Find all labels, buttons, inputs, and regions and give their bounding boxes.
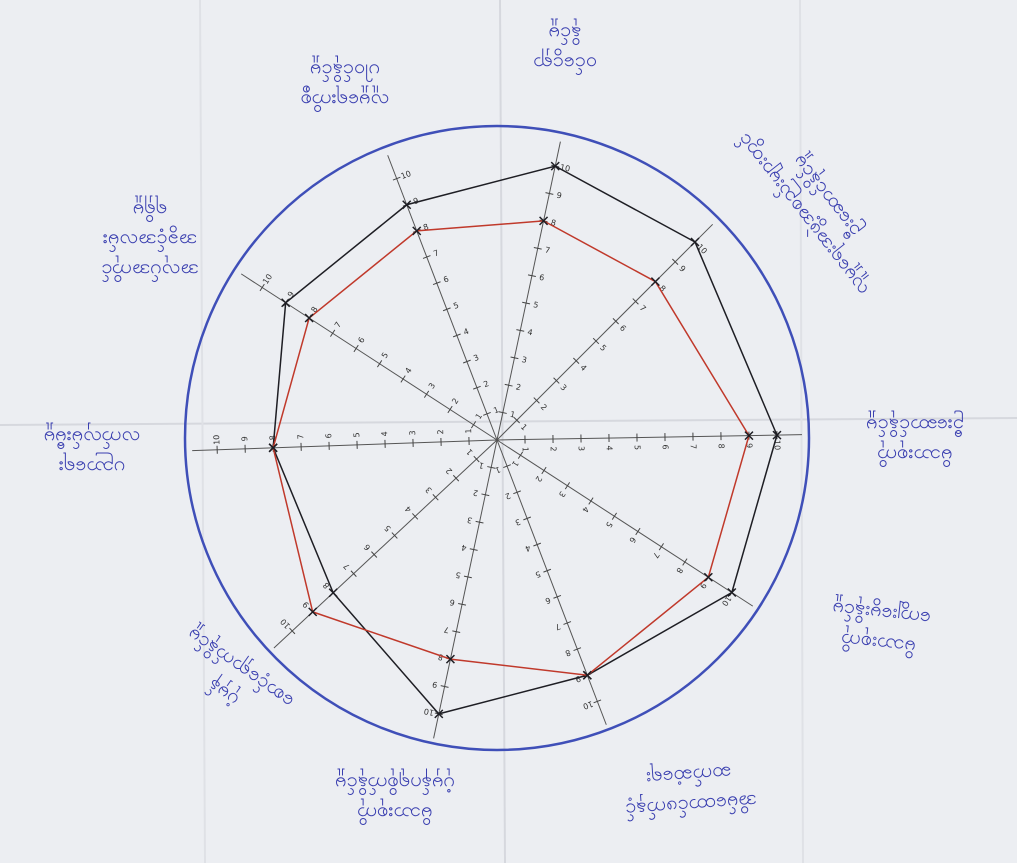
tick-label: 6 [324, 433, 333, 438]
paper [0, 0, 1017, 863]
axis-label-line: မိသားစုကို [358, 799, 433, 827]
tick-label: 7 [296, 434, 305, 439]
axis-label-line: ပညာရေး [59, 453, 125, 481]
tick-label: 1 [521, 447, 530, 452]
chart: 12345678910ဝင်ငွေရှာနိုင်မှု12345678910လ… [0, 0, 1017, 863]
tick-label: 2 [549, 446, 558, 451]
tick-label: 2 [436, 429, 445, 434]
tick-label: 10 [212, 435, 221, 445]
tick-label: 3 [577, 446, 586, 451]
tick-label: 7 [689, 444, 698, 449]
axis-label-line: ရရှိမှု [133, 196, 167, 224]
tick-label: 3 [408, 430, 417, 435]
axis-label-line: လက်လှမ်းမီမှု [44, 423, 140, 451]
axis-label-line: ပုံမှန်ဂရုစိုက်နိုင်မှု [335, 769, 455, 797]
axis-label-line: အလုပ်အကိုင် [101, 256, 199, 284]
axis-label-line: ဝင်ငွေရှာ [533, 49, 597, 77]
tick-label: 6 [661, 444, 670, 449]
axis-label-line: အခွင့်အလမ်း [103, 226, 197, 254]
tick-label: 5 [352, 432, 361, 437]
axis-label-line: ပါဝင်နိုင်မှု [310, 56, 380, 84]
tick-label: 1 [464, 428, 473, 433]
tick-label: 9 [240, 436, 249, 441]
tick-label: 4 [380, 431, 389, 436]
tick-label: 8 [717, 443, 726, 448]
axis-label-line: ဦးဆောင်နိုင်မှု [866, 411, 964, 439]
tick-label: 5 [633, 445, 642, 450]
axis-label-line: နိုင်မှု [549, 19, 582, 47]
axis-label-line: လူမှုရေးကိစ္စ [301, 86, 389, 114]
tick-label: 4 [605, 445, 614, 450]
axis-label-line: မိသားစုကို [878, 441, 953, 469]
